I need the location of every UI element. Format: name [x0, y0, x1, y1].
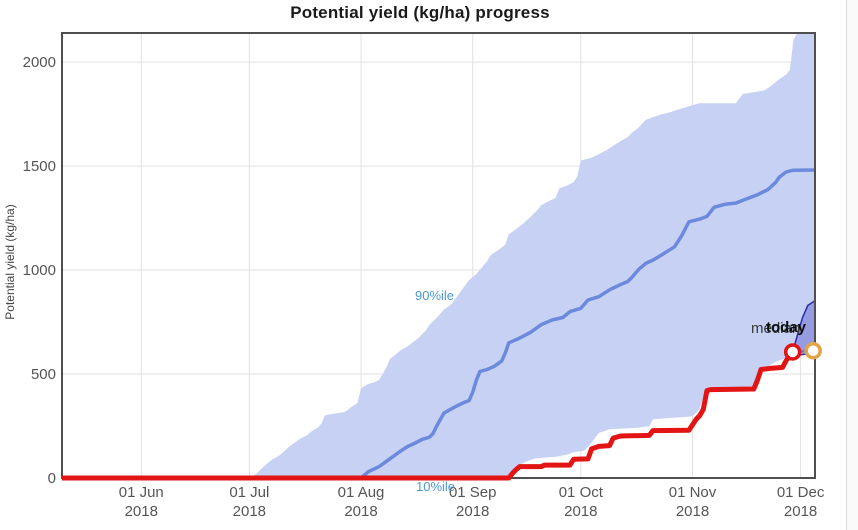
median-line — [62, 168, 816, 480]
x-tick-year-label: 2018 — [344, 503, 377, 520]
x-tick-label: 01 Oct — [559, 484, 604, 501]
y-tick-label: 1500 — [23, 158, 56, 175]
percentile-band — [62, 33, 815, 478]
right-panel-strip — [847, 0, 858, 530]
x-tick-year-label: 2018 — [233, 503, 266, 520]
x-tick-label: 01 Jul — [229, 484, 269, 501]
actual-end-marker — [783, 343, 802, 361]
today-marker — [804, 341, 822, 360]
x-tick-label: 01 Aug — [338, 484, 385, 501]
x-tick-label: 01 Nov — [669, 484, 717, 501]
y-axis-title: Potential yield (kg/ha) — [3, 204, 17, 319]
x-tick-label: 01 Jun — [119, 484, 164, 501]
chart-title: Potential yield (kg/ha) progress — [290, 3, 550, 22]
actual-yield-line — [62, 350, 795, 481]
y-tick-label: 2000 — [23, 54, 56, 71]
right-panel-divider — [846, 0, 847, 530]
y-tick-label: 0 — [48, 470, 56, 487]
x-tick-year-label: 2018 — [125, 503, 158, 520]
x-tick-year-label: 2018 — [564, 503, 597, 520]
x-tick-year-label: 2018 — [456, 503, 489, 520]
y-tick-label: 1000 — [23, 262, 56, 279]
x-tick-year-label: 2018 — [676, 503, 709, 520]
y-tick-label: 500 — [31, 366, 56, 383]
x-tick-year-label: 2018 — [784, 503, 817, 520]
x-tick-label: 01 Dec — [777, 484, 825, 501]
x-tick-label: 01 Sep — [449, 484, 497, 501]
